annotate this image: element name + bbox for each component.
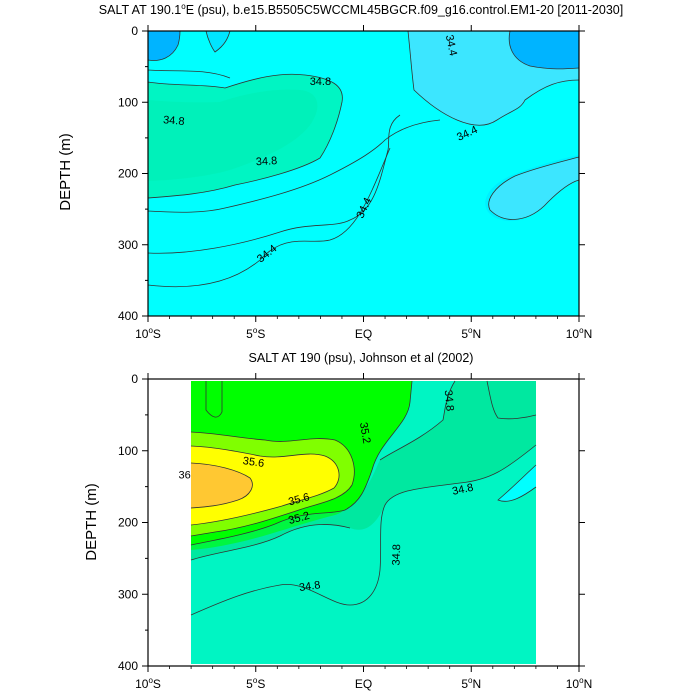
contour-label: 34.8 bbox=[310, 76, 331, 88]
contour-label: 35.2 bbox=[287, 510, 311, 527]
contour-label-text: 34.8 bbox=[298, 579, 321, 594]
region-336-right bbox=[509, 31, 579, 69]
contour-label: 34.4 bbox=[443, 34, 459, 57]
contour-label: 36 bbox=[179, 469, 191, 481]
y-tick-label: 200 bbox=[118, 167, 138, 181]
panel-obs-field bbox=[190, 380, 537, 664]
panel-obs-y-axis: 0 100 200 300 400 bbox=[118, 372, 585, 673]
x-tick-label: 10oN bbox=[566, 326, 592, 341]
x-tick-label: 5oS bbox=[246, 326, 265, 341]
x-tick-label: EQ bbox=[355, 677, 372, 691]
panel-obs-title: SALT AT 190 (psu), Johnson et al (2002) bbox=[249, 351, 474, 365]
contour-label-text: 34.8 bbox=[451, 482, 474, 498]
contour-label: 34.8 bbox=[256, 155, 278, 168]
panel-obs: SALT AT 190 (psu), Johnson et al (2002) bbox=[83, 351, 592, 691]
y-tick-label: 300 bbox=[118, 238, 138, 252]
region-obs-364 bbox=[191, 446, 340, 525]
y-tick-label: 100 bbox=[118, 444, 138, 458]
y-tick-label: 200 bbox=[118, 516, 138, 530]
contour-label-text: 35.6 bbox=[242, 455, 265, 470]
contour-label-text: 34.8 bbox=[256, 155, 278, 168]
x-tick-label: EQ bbox=[355, 327, 372, 341]
y-tick-label: 100 bbox=[118, 95, 138, 109]
contour-label: 34.8 bbox=[163, 114, 185, 128]
x-tick-label: 10oS bbox=[135, 676, 161, 691]
y-tick-label: 400 bbox=[118, 309, 138, 323]
panel-model-field bbox=[147, 30, 580, 316]
contour-label: 34.8 bbox=[298, 579, 321, 594]
contour-label-text: 35.6 bbox=[287, 491, 311, 508]
contour-label-text: 34.8 bbox=[163, 114, 185, 128]
x-tick-label: 5oN bbox=[461, 326, 481, 341]
contour-label: 35.6 bbox=[287, 491, 311, 508]
contour-label-text: 35.2 bbox=[357, 421, 373, 444]
contour-label-text: 35.2 bbox=[287, 510, 311, 527]
y-tick-label: 0 bbox=[131, 372, 138, 386]
contour-label: 34.8 bbox=[442, 389, 456, 411]
region-obs-max bbox=[191, 463, 253, 508]
panel-obs-x-axis: 10oS 5oS EQ 5oN 10oN bbox=[135, 373, 592, 691]
x-tick-label: 10oS bbox=[135, 326, 161, 341]
region-348-inner bbox=[148, 89, 318, 181]
region-348 bbox=[148, 74, 343, 198]
contour-label-text: 34.8 bbox=[442, 389, 456, 411]
region-344-midleft bbox=[148, 70, 230, 80]
contour-label: 34.8 bbox=[390, 544, 403, 566]
panel-model-ylabel: DEPTH (m) bbox=[57, 133, 74, 211]
region-under-344 bbox=[148, 31, 579, 126]
contour-label-text: 34.8 bbox=[310, 76, 331, 88]
panel-obs-ylabel: DEPTH (m) bbox=[83, 483, 100, 561]
contour-label: 34.8 bbox=[451, 482, 474, 498]
y-tick-label: 0 bbox=[131, 24, 138, 38]
panel-model-x-axis: 10oS 5oS EQ 5oN 10oN bbox=[135, 25, 592, 341]
contour-lines bbox=[147, 30, 580, 288]
contour-label-text: 34.4 bbox=[443, 34, 459, 57]
y-tick-label: 400 bbox=[118, 659, 138, 673]
x-tick-label: 10oN bbox=[566, 676, 592, 691]
panel-model-y-axis: 0 100 200 300 400 bbox=[118, 24, 585, 323]
x-tick-label: 5oS bbox=[246, 676, 265, 691]
panel-obs-contour-labels: 34.8 35.2 35.6 36 35.6 35.2 34.8 34.8 34.8 bbox=[179, 389, 475, 594]
panel-model: SALT AT 190.1oE (psu), b.e15.B5505C5WCCM… bbox=[57, 2, 623, 341]
x-tick-label: 5oN bbox=[461, 676, 481, 691]
contour-label: 35.6 bbox=[242, 455, 265, 470]
panel-model-title: SALT AT 190.1oE (psu), b.e15.B5505C5WCCM… bbox=[99, 2, 623, 17]
obs-contour-lines bbox=[190, 380, 537, 616]
region-336-rightdeep bbox=[488, 157, 579, 220]
y-tick-label: 300 bbox=[118, 587, 138, 601]
contour-label-text: 34.8 bbox=[390, 544, 403, 566]
region-obs-tongue bbox=[206, 381, 222, 418]
contour-label: 35.2 bbox=[357, 421, 373, 444]
contour-label-text: 36 bbox=[179, 469, 191, 481]
